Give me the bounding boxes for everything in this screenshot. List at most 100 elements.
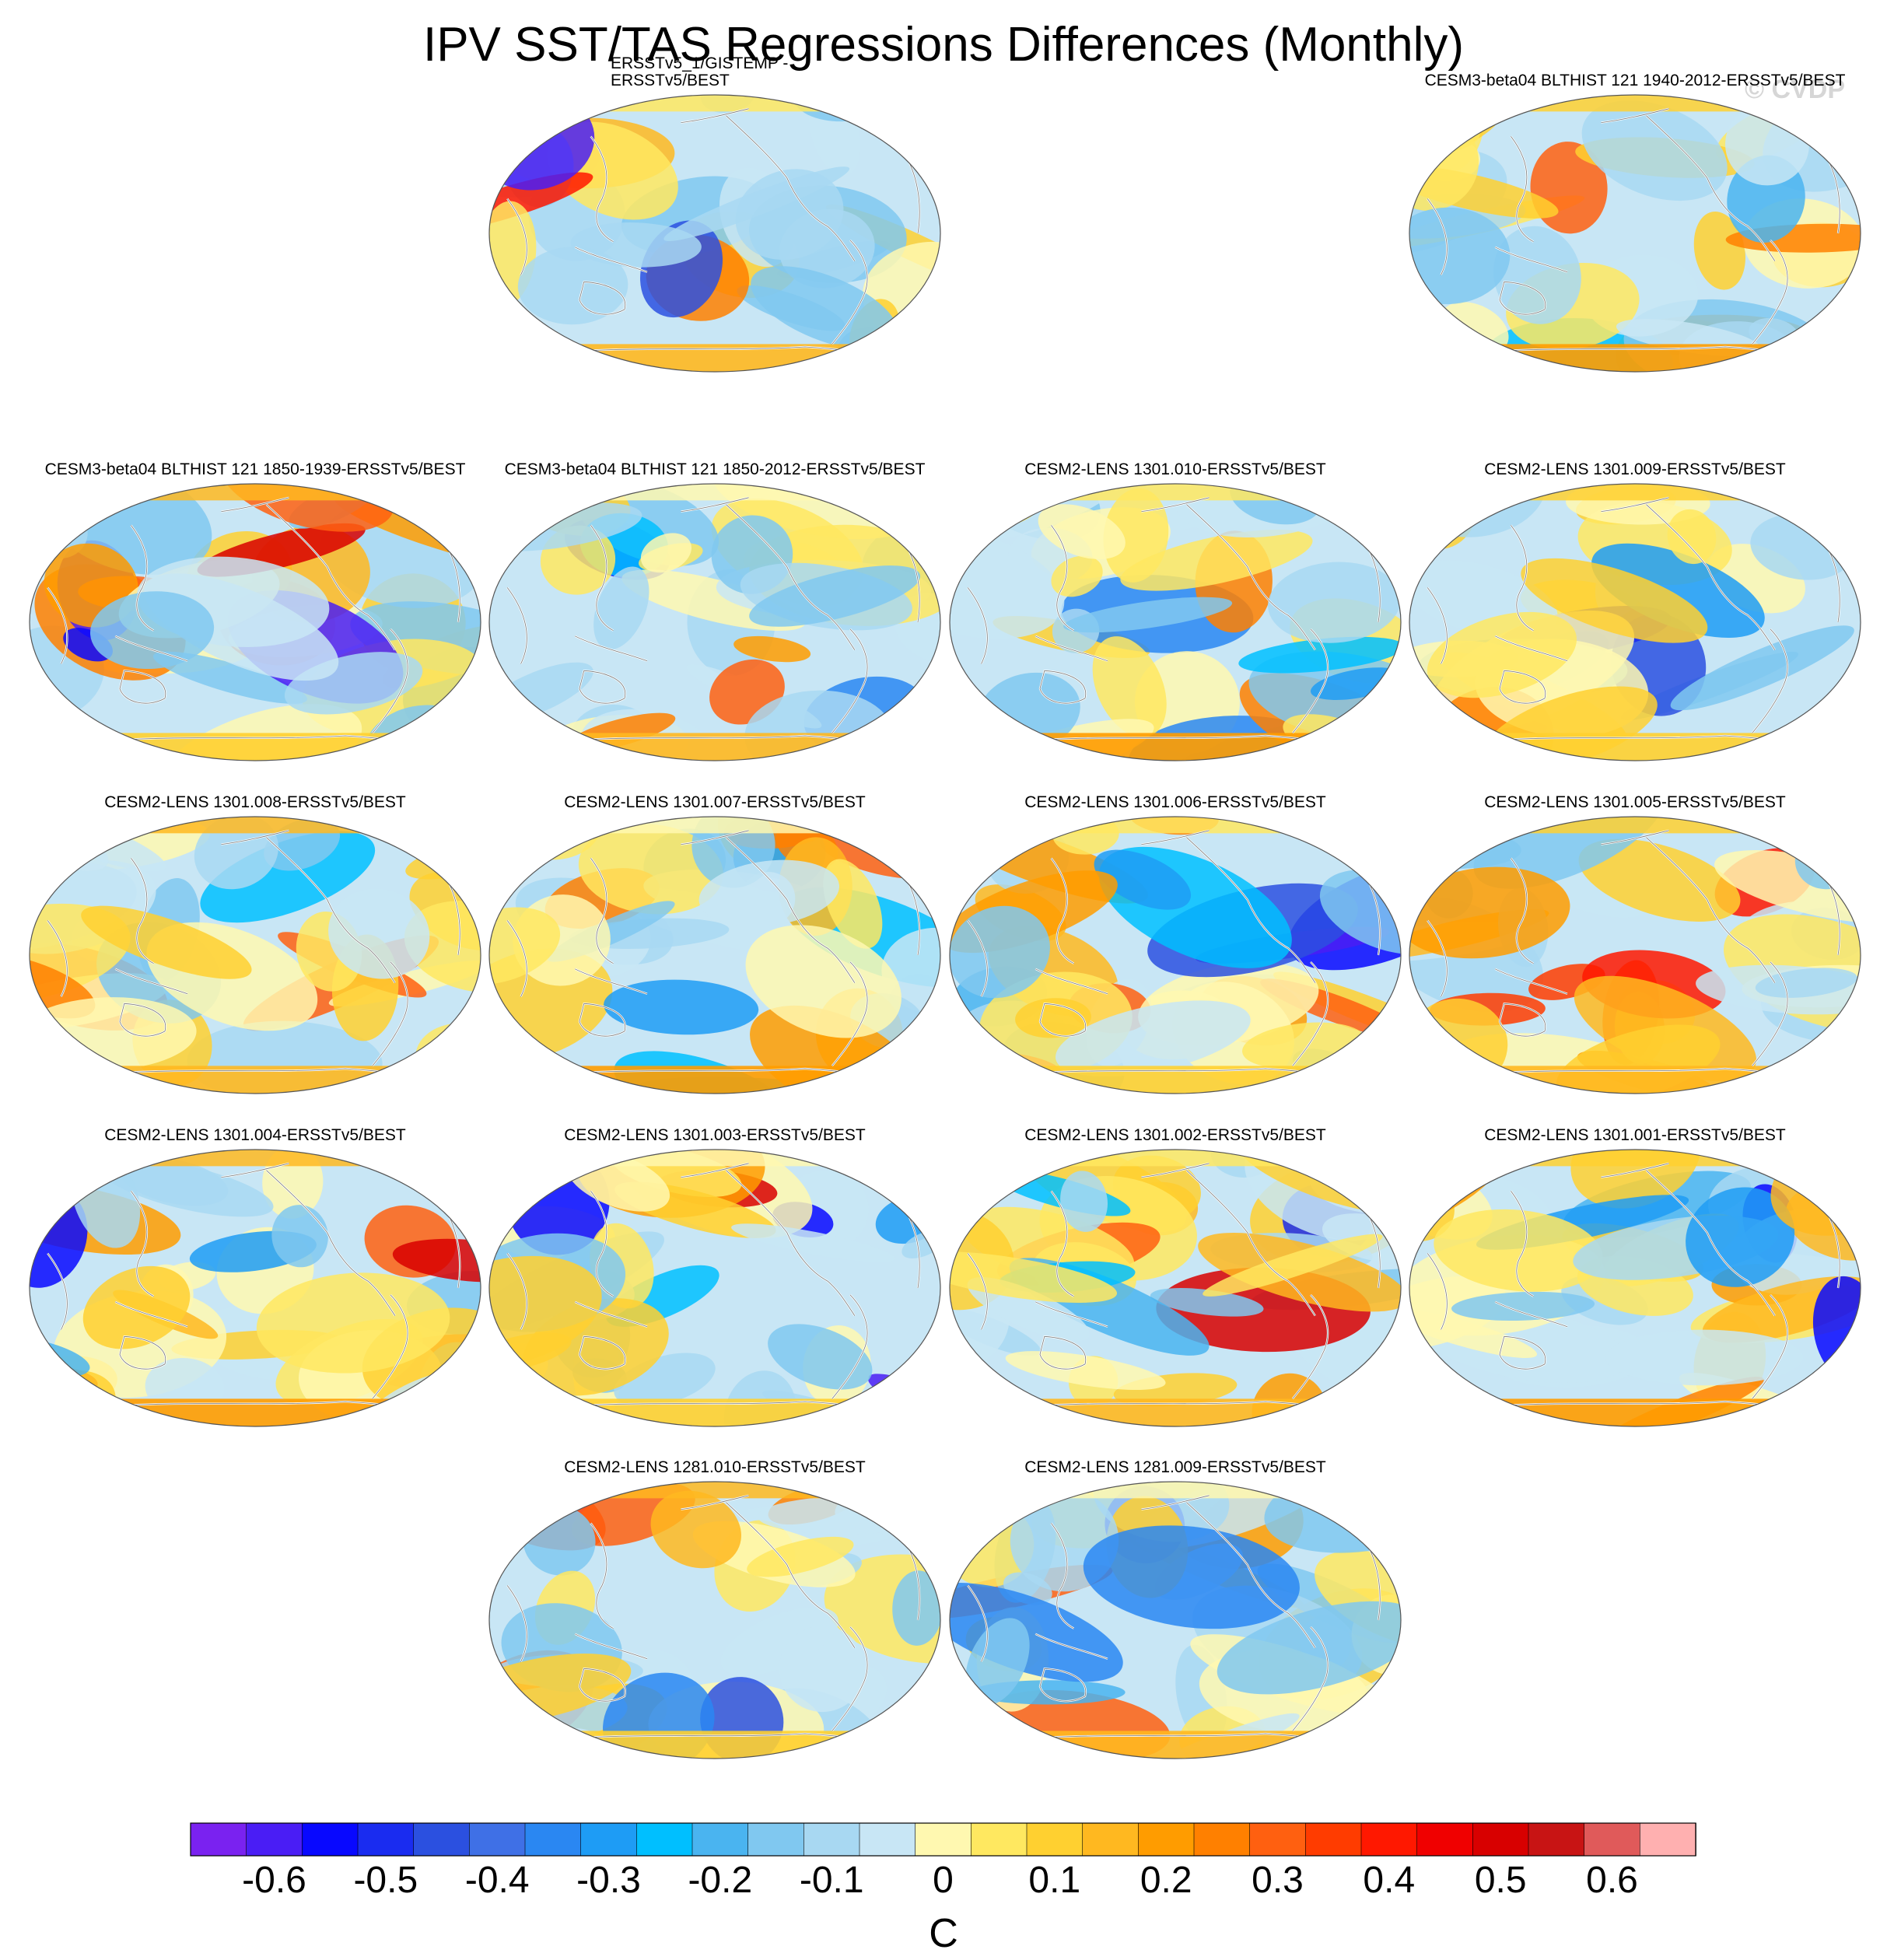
colorbar-swatch xyxy=(1360,1822,1418,1857)
colorbar-tick-label: 0.4 xyxy=(1363,1860,1415,1901)
map-panel: ERSSTv5_1/GISTEMP -ERSSTv5/BEST xyxy=(488,54,941,373)
coastline-shadow xyxy=(1601,497,1669,512)
coastline-shadow xyxy=(1051,525,1074,632)
map-panel: CESM2-LENS 1301.009-ERSSTv5/BEST xyxy=(1409,460,1861,761)
coastline-shadow xyxy=(372,961,408,1066)
coastline-shadow xyxy=(1646,115,1776,261)
coastline-shadow xyxy=(221,1163,289,1178)
coastline-shadow xyxy=(1495,635,1568,662)
anomaly-region xyxy=(733,635,811,663)
anomaly-region xyxy=(578,824,723,915)
anomaly-region xyxy=(749,565,921,627)
map-field xyxy=(489,1150,940,1426)
coastline-shadow xyxy=(831,1626,868,1731)
anomaly-region xyxy=(392,1238,481,1283)
colorbar-tick-label: -0.1 xyxy=(800,1860,864,1901)
colorbar-swatch xyxy=(469,1822,526,1857)
coastline-shadow xyxy=(1035,635,1108,662)
coastline-shadow xyxy=(1292,628,1329,733)
anomaly-region xyxy=(1667,509,1717,565)
map-field xyxy=(1409,95,1861,372)
coastline-shadow xyxy=(1035,968,1108,995)
colorbar-tick-label: 0.3 xyxy=(1252,1860,1304,1901)
anomaly-region xyxy=(1686,1187,1795,1287)
coastline-shadow xyxy=(119,1335,166,1370)
coastline-shadow xyxy=(1427,198,1448,275)
map-panel: CESM2-LENS 1301.004-ERSSTv5/BEST xyxy=(29,1126,481,1427)
coastline-shadow xyxy=(579,670,626,704)
coastline-shadow xyxy=(506,587,527,664)
colorbar-swatch xyxy=(971,1822,1028,1857)
coastline-shadow xyxy=(1511,525,1534,632)
coastline-shadow xyxy=(1601,1163,1669,1178)
anomaly-region xyxy=(495,1055,557,1094)
anomaly-region xyxy=(256,1272,450,1374)
colorbar-swatch xyxy=(636,1822,693,1857)
anomaly-region xyxy=(404,901,481,993)
panel-label: CESM2-LENS 1281.009-ERSSTv5/BEST xyxy=(1024,1458,1326,1476)
coastline-shadow xyxy=(1427,587,1448,664)
coastline-shadow xyxy=(1292,1626,1329,1731)
anomaly-region xyxy=(1521,558,1708,643)
map-border xyxy=(29,1149,481,1427)
anomaly-region xyxy=(1315,1550,1401,1649)
anomaly-region xyxy=(30,903,131,1002)
colorbar: -0.6 -0.5 -0.4 -0.3 -0.2 -0.1 0 0.1 0.2 0.3 0.4 0.5… xyxy=(190,1822,1696,1901)
panel-label: CESM2-LENS 1281.010-ERSSTv5/BEST xyxy=(564,1458,866,1476)
anomaly-region xyxy=(779,1626,866,1713)
anomaly-region xyxy=(1591,543,1765,638)
anomaly-region xyxy=(271,1205,328,1268)
anomaly-region xyxy=(345,1150,477,1167)
coastline-shadow xyxy=(1186,1170,1316,1316)
colorbar-swatch xyxy=(190,1822,247,1857)
map-panel: CESM2-LENS 1301.006-ERSSTv5/BEST xyxy=(949,793,1402,1094)
coastline-shadow xyxy=(47,587,68,664)
coastline-shadow xyxy=(1035,1633,1108,1660)
panel-label: CESM3-beta04 BLTHIST 121 1850-1939-ERSST… xyxy=(45,460,466,478)
colorbar-swatch xyxy=(1138,1822,1195,1857)
watermark: © CVDP xyxy=(1745,75,1845,104)
coastline-shadow xyxy=(726,1502,856,1648)
coastline-shadow xyxy=(681,497,749,512)
panel-label: CESM2-LENS 1301.007-ERSSTv5/BEST xyxy=(564,793,866,811)
colorbar-tick-label: -0.4 xyxy=(465,1860,530,1901)
coastline-shadow xyxy=(681,1495,749,1510)
colorbar-swatch xyxy=(1416,1822,1474,1857)
coastline-shadow xyxy=(1186,504,1316,650)
panel-label: CESM2-LENS 1301.005-ERSSTv5/BEST xyxy=(1484,793,1786,811)
anomaly-region xyxy=(30,1056,85,1094)
coastline-shadow xyxy=(1141,497,1210,512)
map-field xyxy=(950,1482,1401,1759)
colorbar-swatch xyxy=(580,1822,638,1857)
anomaly-region xyxy=(1038,504,1126,560)
coastline-shadow xyxy=(575,1301,648,1328)
coastline-shadow xyxy=(1051,1191,1074,1297)
colorbar-swatch xyxy=(1082,1822,1140,1857)
coastline-shadow xyxy=(590,1523,614,1629)
panel-label: CESM3-beta04 BLTHIST 121 1940-2012-ERSST… xyxy=(1425,72,1846,89)
anomaly-region xyxy=(768,1324,873,1390)
anomaly-region xyxy=(81,905,252,979)
colorbar-tick-label: -0.2 xyxy=(688,1860,752,1901)
anomaly-region xyxy=(489,907,561,985)
coastline-shadow xyxy=(1292,1294,1329,1399)
colorbar-frame xyxy=(190,1822,1696,1857)
panel-label: CESM2-LENS 1301.003-ERSSTv5/BEST xyxy=(564,1126,866,1144)
map-field xyxy=(950,1150,1401,1426)
map-panel: CESM2-LENS 1301.002-ERSSTv5/BEST xyxy=(949,1126,1402,1427)
colorbar-swatch xyxy=(915,1822,972,1857)
anomaly-region xyxy=(1203,1234,1383,1297)
coastline-shadow xyxy=(115,635,188,662)
coastline-shadow xyxy=(1752,961,1788,1066)
colorbar-swatch xyxy=(246,1822,303,1857)
anomaly-region xyxy=(82,1265,191,1349)
coastline-shadow xyxy=(1752,1294,1788,1399)
anomaly-region xyxy=(863,338,933,372)
coastline-shadow xyxy=(1646,504,1776,650)
map-border xyxy=(488,1481,941,1759)
coastline-shadow xyxy=(1186,1502,1316,1648)
coastline-shadow xyxy=(831,961,868,1066)
anomaly-region xyxy=(1409,817,1463,845)
map-panel: CESM2-LENS 1301.007-ERSSTv5/BEST xyxy=(488,793,941,1094)
coastline-shadow xyxy=(131,525,154,632)
